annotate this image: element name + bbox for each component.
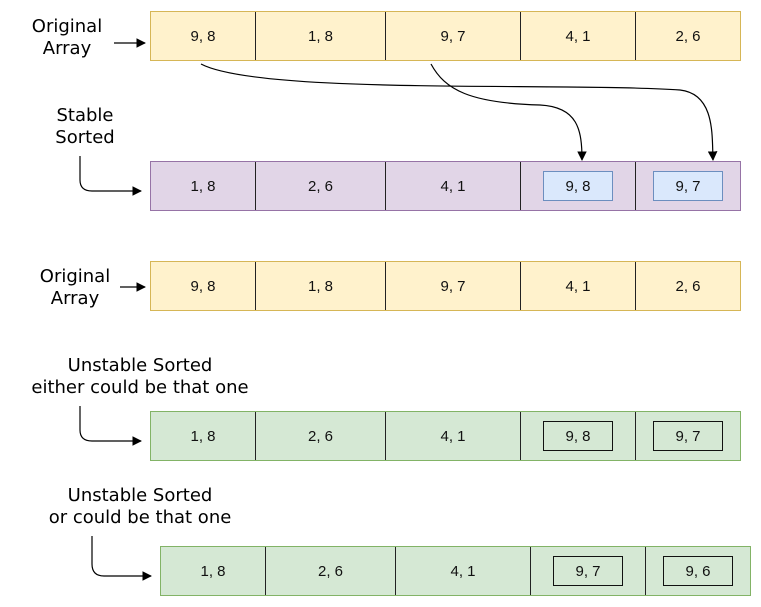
highlighted-element: 9, 8 xyxy=(543,421,613,451)
cell-value: 4, 1 xyxy=(565,277,591,295)
label-unstable-sorted-1: Unstable Sorted either could be that one xyxy=(18,355,262,399)
array-cell: 1, 8 xyxy=(151,412,256,460)
highlighted-element: 9, 8 xyxy=(543,171,613,201)
cell-value: 4, 1 xyxy=(450,562,476,580)
cell-value: 1, 8 xyxy=(307,27,334,45)
cell-value: 9, 7 xyxy=(440,277,466,295)
label-line: Array xyxy=(50,288,100,309)
array-cell: 4, 1 xyxy=(521,12,636,60)
array-cell: 9, 8 xyxy=(151,12,256,60)
array-cell: 4, 1 xyxy=(386,412,521,460)
label-line: Original xyxy=(31,16,103,37)
cell-value: 9, 7 xyxy=(440,27,466,45)
cell-value: 2, 6 xyxy=(317,562,344,580)
label-line: Unstable Sorted xyxy=(67,355,213,376)
array-cell: 2, 6 xyxy=(256,162,386,210)
label-unstable-sorted-2: Unstable Sorted or could be that one xyxy=(30,485,250,529)
array-cell: 4, 1 xyxy=(521,262,636,310)
array-cell: 9, 7 xyxy=(386,262,521,310)
array-cell: 9, 7 xyxy=(531,547,646,595)
cell-value: 2, 6 xyxy=(307,427,334,445)
array-cell: 9, 8 xyxy=(521,412,636,460)
movement-arrow-9-8 xyxy=(200,63,718,161)
label-original-array-1: Original Array xyxy=(22,16,112,60)
array-cell: 2, 6 xyxy=(636,262,740,310)
label-line: either could be that one xyxy=(31,377,249,398)
array-cell: 9, 7 xyxy=(386,12,521,60)
array-row-unstable-sorted-1: 1, 8 2, 6 4, 1 9, 8 9, 7 xyxy=(150,411,741,461)
cell-value: 2, 6 xyxy=(307,177,334,195)
highlighted-element: 9, 6 xyxy=(663,556,733,586)
array-cell: 1, 8 xyxy=(256,262,386,310)
highlighted-element: 9, 7 xyxy=(653,171,723,201)
label-line: Stable xyxy=(56,105,114,126)
array-cell: 9, 8 xyxy=(151,262,256,310)
label-pointer-arrow xyxy=(91,536,152,581)
array-cell: 4, 1 xyxy=(396,547,531,595)
array-cell: 4, 1 xyxy=(386,162,521,210)
array-cell: 2, 6 xyxy=(636,12,740,60)
label-line: Array xyxy=(42,38,92,59)
highlighted-element: 9, 7 xyxy=(653,421,723,451)
cell-value: 1, 8 xyxy=(190,427,216,445)
cell-value: 1, 8 xyxy=(307,277,334,295)
array-cell: 9, 7 xyxy=(636,162,740,210)
movement-arrow-9-7 xyxy=(430,63,587,161)
array-cell: 9, 7 xyxy=(636,412,740,460)
array-row-unstable-sorted-2: 1, 8 2, 6 4, 1 9, 7 9, 6 xyxy=(160,546,751,596)
cell-value: 1, 8 xyxy=(200,562,226,580)
cell-value: 9, 8 xyxy=(190,27,216,45)
highlighted-element: 9, 7 xyxy=(553,556,623,586)
cell-value: 4, 1 xyxy=(440,177,466,195)
label-pointer-arrow xyxy=(79,156,142,196)
cell-value: 1, 8 xyxy=(190,177,216,195)
array-cell: 9, 8 xyxy=(521,162,636,210)
label-original-array-2: Original Array xyxy=(30,266,120,310)
array-cell: 1, 8 xyxy=(161,547,266,595)
array-cell: 2, 6 xyxy=(256,412,386,460)
array-cell: 1, 8 xyxy=(256,12,386,60)
label-stable-sorted: Stable Sorted xyxy=(40,105,130,149)
array-row-original-1: 9, 8 1, 8 9, 7 4, 1 2, 6 xyxy=(150,11,741,61)
array-cell: 2, 6 xyxy=(266,547,396,595)
array-row-original-2: 9, 8 1, 8 9, 7 4, 1 2, 6 xyxy=(150,261,741,311)
cell-value: 9, 8 xyxy=(190,277,216,295)
label-line: Original xyxy=(39,266,111,287)
label-line: Sorted xyxy=(55,127,115,148)
array-row-stable-sorted: 1, 8 2, 6 4, 1 9, 8 9, 7 xyxy=(150,161,741,211)
array-cell: 1, 8 xyxy=(151,162,256,210)
label-pointer-arrow xyxy=(79,406,142,446)
label-line: Unstable Sorted xyxy=(67,485,213,506)
cell-value: 4, 1 xyxy=(440,427,466,445)
cell-value: 2, 6 xyxy=(675,27,701,45)
array-cell: 9, 6 xyxy=(646,547,750,595)
cell-value: 2, 6 xyxy=(675,277,701,295)
cell-value: 4, 1 xyxy=(565,27,591,45)
label-line: or could be that one xyxy=(48,507,232,528)
